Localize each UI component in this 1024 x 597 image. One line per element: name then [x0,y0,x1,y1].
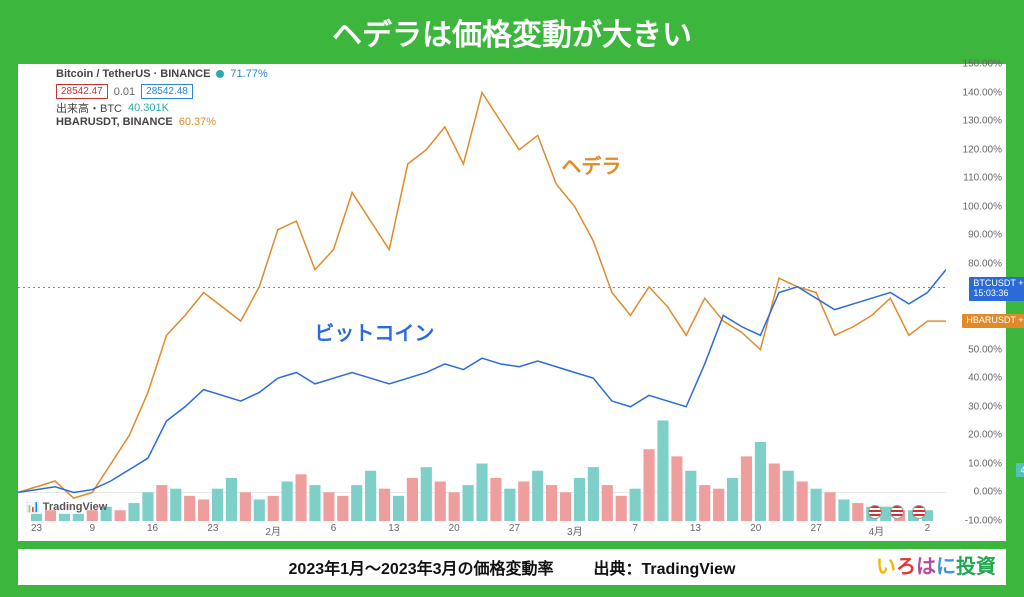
y-tick: 10.00% [968,458,1002,469]
x-tick: 6 [331,523,337,534]
tradingview-logo: 📊 TradingView [26,500,107,513]
x-axis: 23 9 16 23 2月 6 13 20 27 3月 7 13 20 27 4月 2 [18,523,946,539]
outer-frame: ヘデラは価格変動が大きい Bitcoin / TetherUS · BINANC… [0,0,1024,597]
y-tick: 150.00% [963,59,1002,70]
x-tick: 23 [31,523,42,534]
x-tick: 7 [632,523,638,534]
caption-bar: 2023年1月～2023年3月の価格変動率 出典：TradingView いろは… [18,549,1006,585]
logo-char: は [916,556,936,578]
flag-icon [868,505,882,519]
flag-icon [890,505,904,519]
y-tick: 90.00% [968,230,1002,241]
x-tick: 2月 [265,523,281,538]
logo-char: 資 [976,556,996,578]
x-tick: 4月 [869,523,885,538]
y-tick: 130.00% [963,116,1002,127]
y-tick: 140.00% [963,87,1002,98]
y-tick: 20.00% [968,430,1002,441]
logo-char: い [876,556,896,578]
x-tick: 27 [811,523,822,534]
y-tick: 0.00% [974,487,1002,498]
chart-panel: Bitcoin / TetherUS · BINANCE 71.77% 2854… [18,64,1006,541]
y-tick: 100.00% [963,201,1002,212]
y-tick: 120.00% [963,144,1002,155]
caption-left: 2023年1月～2023年3月の価格変動率 [289,555,554,579]
flag-row [868,505,926,519]
y-tick: 30.00% [968,401,1002,412]
x-tick: 27 [509,523,520,534]
y-tick: 80.00% [968,258,1002,269]
y-tick: -10.00% [965,516,1002,527]
chart-svg [18,64,946,521]
y-axis: 150.00%140.00%130.00%120.00%110.00%100.0… [952,64,1002,501]
brand-logo: いろはに投資 [876,550,996,579]
x-tick: 20 [449,523,460,534]
y-tick: 50.00% [968,344,1002,355]
logo-char: ろ [896,556,916,578]
x-tick: 13 [388,523,399,534]
x-tick: 3月 [567,523,583,538]
flag-icon [912,505,926,519]
logo-char: 投 [956,556,976,578]
logo-char: に [936,556,956,578]
x-tick: 9 [89,523,95,534]
x-tick: 2 [925,523,931,534]
y-tick: 40.00% [968,373,1002,384]
title-bar: ヘデラは価格変動が大きい [0,0,1024,64]
tv-icon: 📊 [26,501,40,513]
tv-text: TradingView [43,501,108,513]
price-tag-hbar: HBARUSDT +60.37% [962,314,1024,328]
annotation-bitcoin: ビットコイン [314,317,434,346]
volume-tag: 40.301K [1016,463,1024,477]
y-tick: 110.00% [963,173,1002,184]
annotation-hedera: ヘデラ [561,150,621,179]
x-tick: 16 [147,523,158,534]
x-tick: 13 [690,523,701,534]
title-text: ヘデラは価格変動が大きい [332,10,692,54]
x-tick: 20 [750,523,761,534]
price-tag-btc: BTCUSDT +71.77%15:03:36 [969,277,1024,301]
caption-right: 出典：TradingView [594,555,736,579]
x-tick: 23 [207,523,218,534]
